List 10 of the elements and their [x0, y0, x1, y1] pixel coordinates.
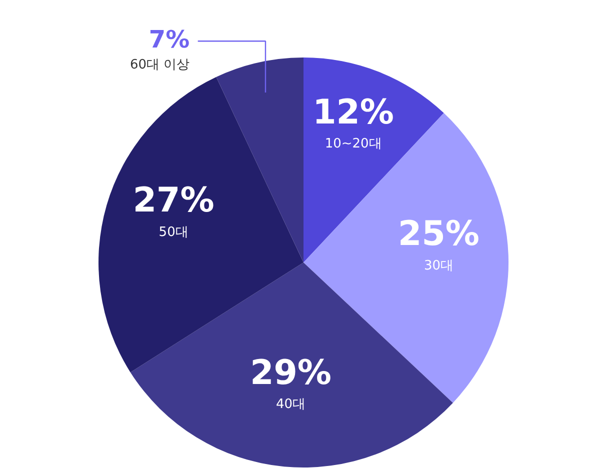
slice-label: 50대	[158, 224, 188, 240]
data-label: 27%	[132, 180, 214, 221]
data-label: 29%	[250, 353, 332, 394]
slice-label: 30대	[424, 258, 454, 274]
data-label: 12%	[312, 92, 394, 133]
slice-label: 60대 이상	[130, 58, 190, 72]
data-label: 7%	[148, 25, 190, 54]
slice-label: 40대	[276, 397, 306, 412]
data-label: 25%	[398, 214, 480, 254]
slice-label: 10~20대	[324, 136, 382, 152]
